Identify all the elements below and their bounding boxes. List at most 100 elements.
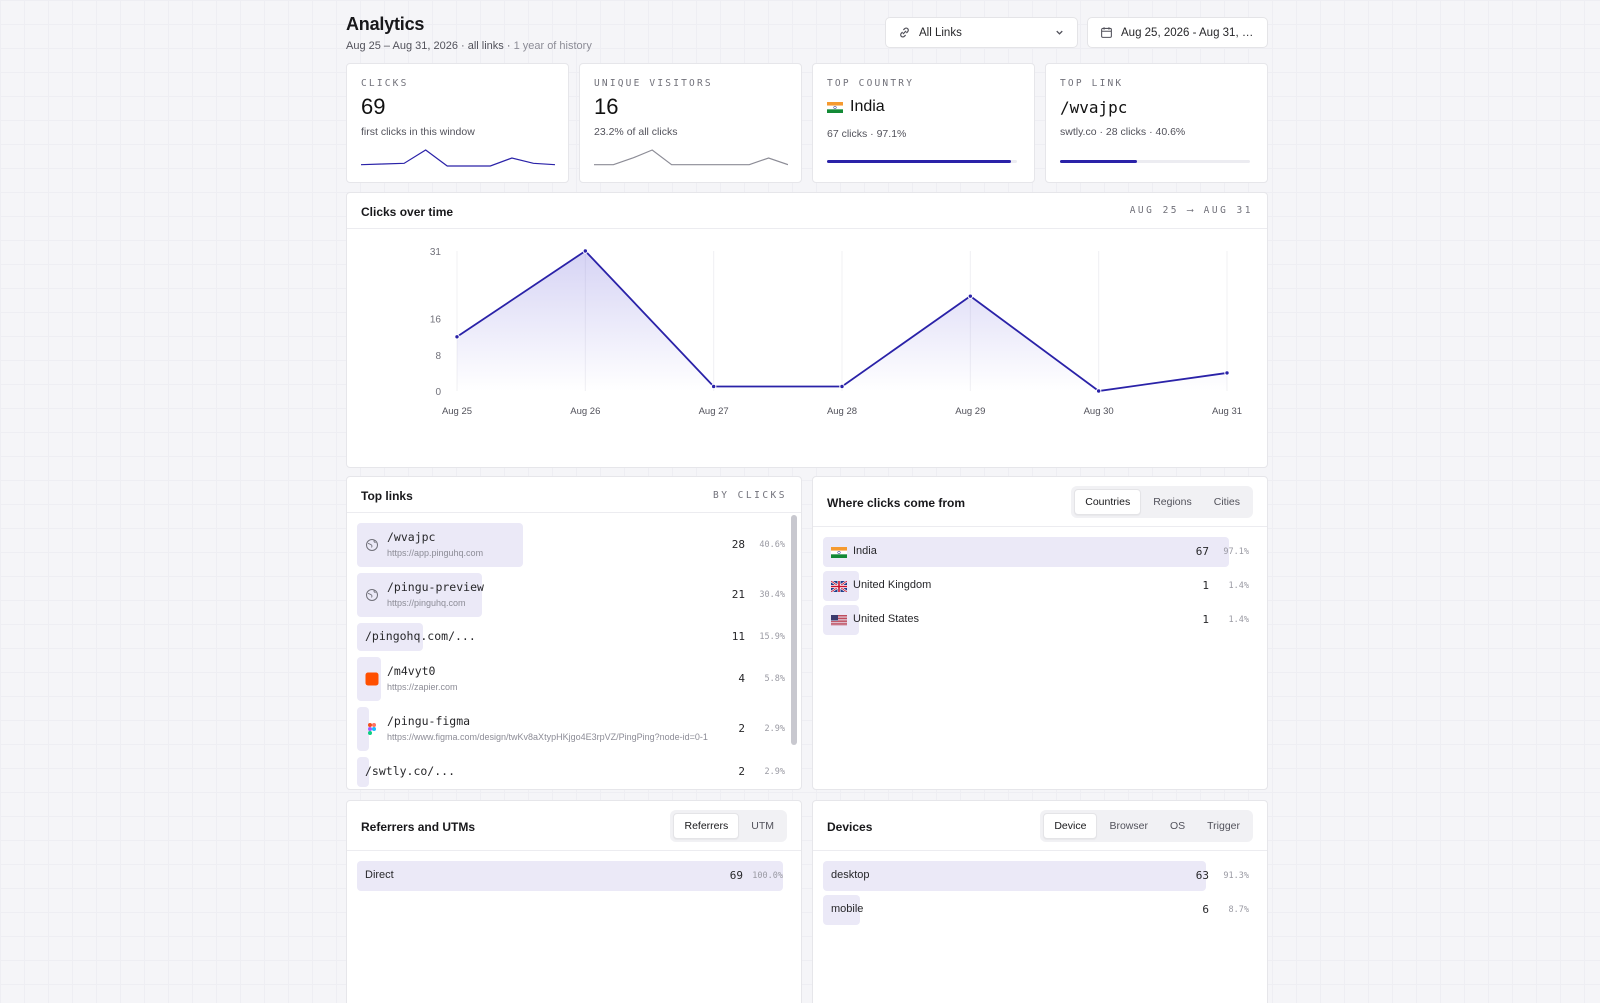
top-country-name: India — [850, 98, 885, 115]
top-link-count: 2 — [738, 765, 745, 778]
sparkline-series — [361, 149, 555, 167]
y-tick-label: 0 — [435, 387, 441, 398]
device-row[interactable]: mobile 6 8.7% — [823, 895, 1249, 925]
top-link-row[interactable]: /m4vyt0 https://zapier.com 4 5.8% — [357, 657, 787, 701]
devices-title: Devices — [827, 820, 873, 834]
top-link-path: /wvajpc — [387, 530, 436, 544]
link-filter-select[interactable]: All Links — [885, 17, 1078, 48]
top-link-count: 2 — [738, 722, 745, 735]
top-link-row[interactable]: /pingu-figma https://www.figma.com/design… — [357, 707, 787, 751]
geo-row[interactable]: India 67 97.1% — [823, 537, 1249, 567]
geo-percent: 1.4% — [1228, 581, 1249, 591]
devices-tabs: Device Browser OS Trigger — [1040, 810, 1253, 842]
tab-regions[interactable]: Regions — [1153, 496, 1192, 508]
top-link-row[interactable]: /pingu-preview https://pinguhq.com 21 30.4% — [357, 573, 787, 617]
top-links-card: Top links BY CLICKS /wvajpc https://app.p… — [346, 476, 802, 790]
top-link-row[interactable]: /wvajpc https://app.pinguhq.com 28 40.6% — [357, 523, 787, 567]
x-tick-label: Aug 28 — [827, 406, 857, 417]
clicks-point[interactable] — [1095, 388, 1102, 394]
x-tick-label: Aug 27 — [699, 406, 729, 417]
geo-label: India — [853, 545, 877, 557]
tab-countries[interactable]: Countries — [1074, 489, 1142, 515]
tab-browser[interactable]: Browser — [1109, 820, 1148, 832]
x-tick-label: Aug 29 — [955, 406, 985, 417]
top-link-row[interactable]: /pingohq.com/... 11 15.9% — [357, 623, 787, 651]
geo-count: 1 — [1202, 613, 1209, 626]
y-tick-label: 16 — [430, 315, 442, 326]
referrer-share-bar — [357, 861, 783, 891]
link-filter-value: All Links — [919, 26, 962, 39]
geo-label: United States — [853, 613, 920, 625]
top-link-progress-fill — [1060, 160, 1138, 163]
visitors-subtext: 23.2% of all clicks — [594, 126, 678, 138]
clicks-point[interactable] — [839, 383, 845, 390]
referrer-count: 69 — [729, 869, 743, 882]
top-link-progress — [1060, 160, 1250, 163]
top-link-path: /swtly.co/... — [365, 764, 456, 778]
clicks-point[interactable] — [454, 334, 460, 340]
visitors-sparkline — [594, 149, 788, 166]
clicks-over-time-chart: 0 8 16 31 Aug 25 Aug 26 Aug 27 Aug 28 Aug 29 Aug … — [430, 247, 1242, 417]
top-link-percent: 30.4% — [759, 590, 785, 600]
device-share-bar — [823, 861, 1207, 891]
date-range-value: Aug 25, 2026 - Aug 31, 2... — [1121, 26, 1255, 39]
top-link-url: https://app.pinguhq.com — [387, 548, 484, 558]
clicks-over-time-card: Clicks over time AUG 25 ⟶ AUG 31 0 8 16 31 A… — [346, 192, 1268, 468]
clicks-point[interactable] — [710, 383, 717, 390]
device-percent: 8.7% — [1228, 905, 1249, 915]
top-link-percent: 2.9% — [764, 724, 785, 734]
top-link-stat-card: TOP LINK /wvajpc swtly.co · 28 clicks · … — [1045, 63, 1268, 183]
y-tick-label: 8 — [435, 351, 441, 362]
top-country-label: TOP COUNTRY — [827, 78, 915, 89]
device-count: 6 — [1202, 903, 1209, 916]
tab-device[interactable]: Device — [1043, 813, 1098, 839]
top-link-share-bar — [357, 707, 369, 751]
device-row[interactable]: desktop 63 91.3% — [823, 861, 1249, 891]
clicks-point[interactable] — [582, 248, 589, 254]
device-percent: 91.3% — [1223, 871, 1249, 881]
geo-header: Where clicks come from Countries Regions… — [813, 477, 1267, 527]
scrollbar-thumb[interactable] — [791, 515, 797, 745]
clicks-point[interactable] — [967, 293, 974, 299]
top-links-scrollbar[interactable] — [791, 515, 797, 745]
referrer-row[interactable]: Direct 69 100.0% — [357, 861, 783, 891]
geo-percent: 1.4% — [1228, 615, 1249, 625]
clicks-subtext: first clicks in this window — [361, 126, 475, 138]
clicks-over-time-header: Clicks over time AUG 25 ⟶ AUG 31 — [347, 193, 1267, 229]
tab-utm[interactable]: UTM — [751, 820, 774, 832]
clicks-point[interactable] — [1224, 370, 1230, 376]
tab-referrers[interactable]: Referrers — [673, 813, 740, 839]
referrers-header: Referrers and UTMs Referrers UTM — [347, 801, 801, 851]
india-flag-icon — [831, 546, 847, 558]
geo-tabs: Countries Regions Cities — [1071, 486, 1253, 518]
x-tick-label: Aug 26 — [570, 406, 600, 417]
device-count: 63 — [1195, 869, 1209, 882]
device-label: mobile — [831, 903, 864, 915]
uk-flag-icon — [831, 580, 847, 592]
top-link-label: TOP LINK — [1060, 78, 1124, 89]
clicks-area-fill — [457, 251, 1227, 391]
top-link-row[interactable]: /swtly.co/... 2 2.9% — [357, 757, 787, 787]
top-link-url: https://www.figma.com/design/twKv8aXtypH… — [387, 732, 708, 742]
clicks-sparkline — [361, 149, 555, 167]
subtitle-range: Aug 25 – Aug 31, 2026 · all links · — [346, 40, 514, 52]
top-link-count: 11 — [731, 630, 745, 643]
clicks-over-time-range: AUG 25 ⟶ AUG 31 — [1129, 205, 1253, 216]
top-link-path: /pingohq.com/... — [365, 629, 476, 643]
top-link-count: 28 — [731, 538, 745, 551]
geo-row[interactable]: United Kingdom 1 1.4% — [823, 571, 1249, 601]
geo-percent: 97.1% — [1223, 547, 1249, 557]
tab-trigger[interactable]: Trigger — [1207, 820, 1240, 832]
link-icon — [900, 27, 909, 38]
geo-row[interactable]: United States 1 1.4% — [823, 605, 1249, 635]
top-links-sort-label: BY CLICKS — [713, 490, 787, 501]
date-range-picker[interactable]: Aug 25, 2026 - Aug 31, 2... — [1087, 17, 1268, 48]
y-tick-label: 31 — [430, 247, 442, 258]
top-link-percent: 2.9% — [764, 767, 785, 777]
tab-os[interactable]: OS — [1169, 820, 1186, 832]
subtitle-history: 1 year of history — [513, 40, 592, 52]
referrer-label: Direct — [365, 869, 394, 881]
tab-cities[interactable]: Cities — [1213, 496, 1240, 508]
top-country-progress — [827, 160, 1017, 163]
geo-label: United Kingdom — [853, 579, 932, 591]
